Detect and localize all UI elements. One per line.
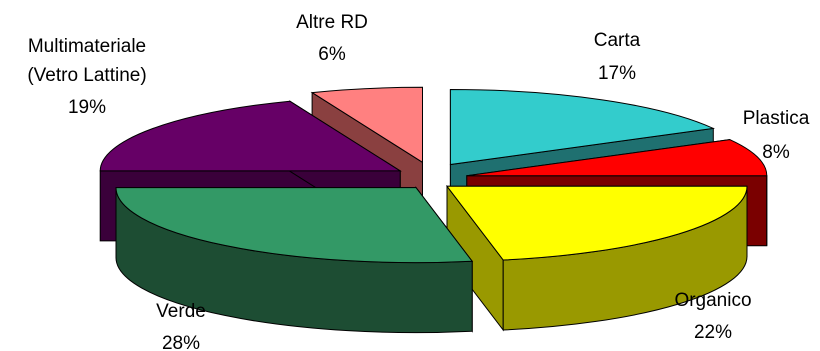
slice-top-multimateriale-vetro-lattine: [99, 100, 402, 172]
label-organico: Organico: [674, 290, 751, 311]
slice-top-carta: [449, 88, 716, 166]
pie-labels: Carta 17% Plastica 8% Organico 22% Verde…: [27, 12, 809, 351]
slice-top-verde: [115, 187, 474, 264]
pct-verde: 28%: [162, 333, 200, 351]
pct-multimateriale: 19%: [68, 97, 106, 118]
pct-plastica: 8%: [762, 142, 790, 163]
slice-top-organico: [445, 185, 748, 261]
pct-organico: 22%: [694, 322, 732, 343]
label-multimateriale-line2: (Vetro Lattine): [27, 65, 146, 86]
pct-carta: 17%: [598, 63, 636, 84]
slice-verde: [115, 186, 474, 334]
label-verde: Verde: [156, 301, 206, 322]
slice-organico: [445, 184, 748, 332]
label-plastica: Plastica: [743, 108, 810, 129]
pct-altre-rd: 6%: [318, 44, 346, 65]
label-carta: Carta: [594, 30, 641, 51]
pie-slices: [99, 86, 768, 334]
slice-top-plastica: [466, 139, 768, 177]
slice-top-altre-rd: [310, 86, 423, 164]
label-altre-rd: Altre RD: [296, 12, 368, 33]
label-multimateriale-line1: Multimateriale: [28, 36, 146, 57]
